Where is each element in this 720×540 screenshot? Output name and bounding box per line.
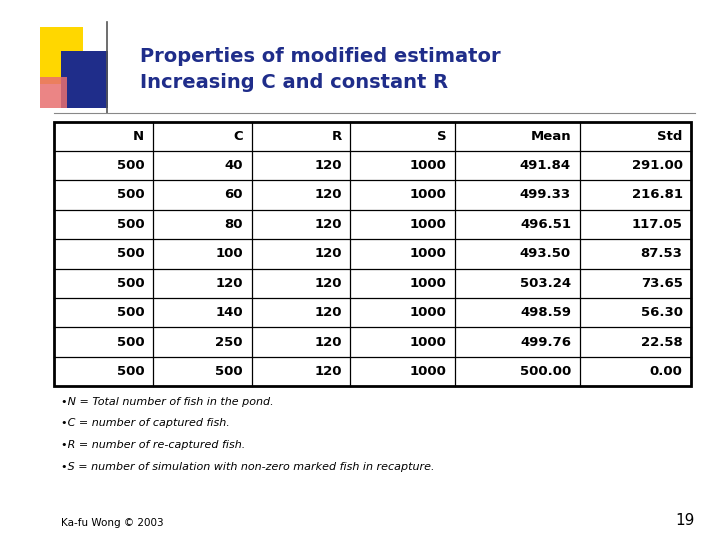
Text: 500.00: 500.00 [520, 365, 571, 378]
Text: 0.00: 0.00 [649, 365, 683, 378]
Text: 491.84: 491.84 [520, 159, 571, 172]
Text: 500: 500 [117, 188, 144, 201]
Text: 250: 250 [215, 335, 243, 348]
Text: 496.51: 496.51 [520, 218, 571, 231]
Text: 120: 120 [314, 365, 342, 378]
Text: 19: 19 [675, 513, 695, 528]
Text: 1000: 1000 [410, 188, 447, 201]
Text: 1000: 1000 [410, 365, 447, 378]
Text: 500: 500 [215, 365, 243, 378]
Text: 1000: 1000 [410, 247, 447, 260]
Text: 56.30: 56.30 [641, 306, 683, 319]
Text: 117.05: 117.05 [631, 218, 683, 231]
Text: 500: 500 [117, 218, 144, 231]
Text: 120: 120 [314, 335, 342, 348]
Text: 120: 120 [314, 247, 342, 260]
Text: Properties of modified estimator: Properties of modified estimator [140, 47, 501, 66]
Text: •N = Total number of fish in the pond.: •N = Total number of fish in the pond. [61, 397, 274, 407]
Text: 120: 120 [314, 276, 342, 289]
Text: 1000: 1000 [410, 335, 447, 348]
Text: 140: 140 [215, 306, 243, 319]
Text: 499.76: 499.76 [520, 335, 571, 348]
Text: 1000: 1000 [410, 306, 447, 319]
Text: 500: 500 [117, 159, 144, 172]
Text: 73.65: 73.65 [641, 276, 683, 289]
Text: 500: 500 [117, 335, 144, 348]
Text: 87.53: 87.53 [641, 247, 683, 260]
Bar [61, 51, 108, 108]
Text: 100: 100 [215, 247, 243, 260]
Text: Std: Std [657, 130, 683, 143]
Text: 500: 500 [117, 247, 144, 260]
Bar [40, 27, 83, 84]
Text: Mean: Mean [531, 130, 571, 143]
Text: 500: 500 [117, 276, 144, 289]
Text: •C = number of captured fish.: •C = number of captured fish. [61, 418, 230, 429]
Text: Increasing C and constant R: Increasing C and constant R [140, 72, 449, 92]
Text: •S = number of simulation with non-zero marked fish in recapture.: •S = number of simulation with non-zero … [61, 462, 435, 472]
Text: 22.58: 22.58 [641, 335, 683, 348]
Text: 503.24: 503.24 [520, 276, 571, 289]
Text: S: S [437, 130, 447, 143]
Text: 498.59: 498.59 [520, 306, 571, 319]
Text: 499.33: 499.33 [520, 188, 571, 201]
Text: 120: 120 [314, 218, 342, 231]
Text: 493.50: 493.50 [520, 247, 571, 260]
Text: N: N [133, 130, 144, 143]
Text: 216.81: 216.81 [631, 188, 683, 201]
Text: 1000: 1000 [410, 218, 447, 231]
Text: 80: 80 [225, 218, 243, 231]
Text: 1000: 1000 [410, 276, 447, 289]
Text: 500: 500 [117, 365, 144, 378]
Text: 120: 120 [314, 188, 342, 201]
Text: 500: 500 [117, 306, 144, 319]
Text: 1000: 1000 [410, 159, 447, 172]
Bar [40, 77, 67, 108]
Bar [54, 122, 691, 386]
Text: 40: 40 [225, 159, 243, 172]
Text: 60: 60 [225, 188, 243, 201]
Text: 120: 120 [314, 306, 342, 319]
Text: 291.00: 291.00 [631, 159, 683, 172]
Text: 120: 120 [314, 159, 342, 172]
Text: 120: 120 [215, 276, 243, 289]
Text: R: R [331, 130, 342, 143]
Text: Ka-fu Wong © 2003: Ka-fu Wong © 2003 [61, 518, 164, 528]
Text: •R = number of re-captured fish.: •R = number of re-captured fish. [61, 440, 246, 450]
Text: C: C [233, 130, 243, 143]
